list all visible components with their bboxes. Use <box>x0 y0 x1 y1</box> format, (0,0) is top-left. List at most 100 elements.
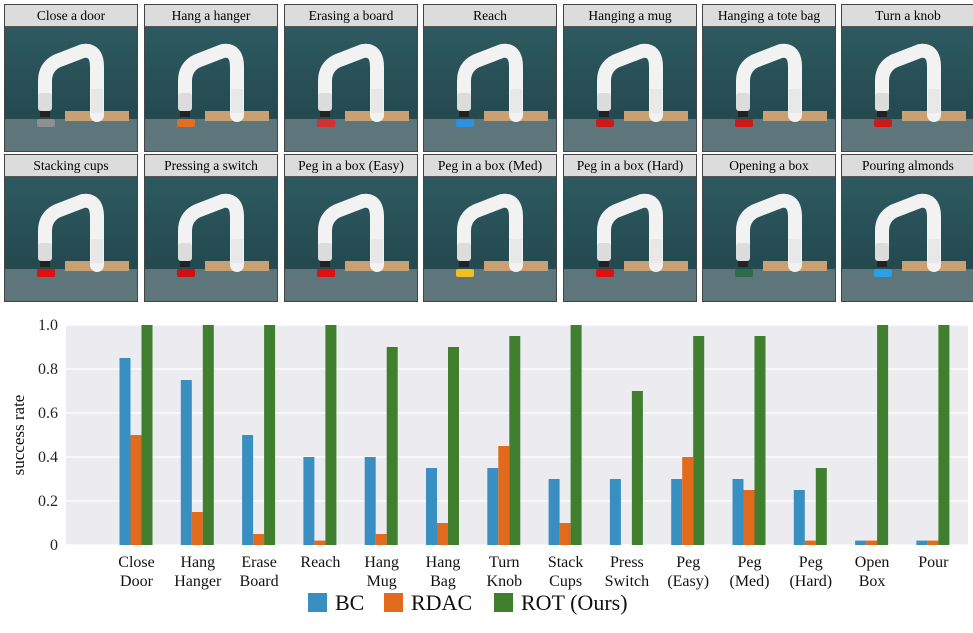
task-thumbnail-title: Close a door <box>5 5 137 27</box>
bar-rot <box>815 468 827 545</box>
x-category-label: Open <box>855 554 890 571</box>
task-thumbnail-title: Pouring almonds <box>842 155 973 177</box>
legend-label: BC <box>335 590 364 615</box>
task-thumbnail: Stacking cups <box>4 154 138 302</box>
bar-rot <box>264 325 276 545</box>
task-thumbnail-title: Peg in a box (Easy) <box>285 155 417 177</box>
bar-bc <box>609 479 621 545</box>
bar-bc <box>855 540 867 545</box>
task-thumbnail-title: Peg in a box (Med) <box>424 155 556 177</box>
x-category-label: (Hard) <box>789 573 832 590</box>
task-thumbnail-title: Reach <box>424 5 556 27</box>
bar-bc <box>916 540 928 545</box>
y-tick-label: 0.6 <box>38 405 58 422</box>
bar-bc <box>732 479 744 545</box>
bar-rot <box>877 325 889 545</box>
bar-rdac <box>804 540 816 545</box>
x-category-label: Reach <box>300 554 340 571</box>
x-category-label: Knob <box>487 573 523 590</box>
bar-bc <box>242 435 254 545</box>
bar-rot <box>631 391 643 545</box>
x-category-label: Box <box>859 573 886 590</box>
bar-rdac <box>253 534 265 545</box>
bar-bc <box>793 490 805 545</box>
bar-rdac <box>743 490 755 545</box>
y-tick-label: 0.8 <box>38 361 58 378</box>
task-thumbnail-grid: Close a door Hang a hanger Erasing a board… <box>4 4 973 304</box>
x-category-label: Erase <box>241 554 277 571</box>
bar-bc <box>364 457 376 545</box>
bar-rot <box>141 325 153 545</box>
x-category-label: Hang <box>426 554 461 571</box>
task-thumbnail-title: Peg in a box (Hard) <box>564 155 696 177</box>
bar-rdac <box>191 512 203 545</box>
task-thumbnail: Turn a knob <box>841 4 973 152</box>
task-thumbnail: Hanging a mug <box>563 4 697 152</box>
task-thumbnail: Pressing a switch <box>144 154 278 302</box>
legend-label: RDAC <box>411 590 472 615</box>
task-thumbnail-title: Hang a hanger <box>145 5 277 27</box>
task-thumbnail: Peg in a box (Med) <box>423 154 557 302</box>
robot-scene-image <box>564 177 696 301</box>
bar-bc <box>487 468 499 545</box>
robot-scene-image <box>145 177 277 301</box>
x-category-label: Turn <box>489 554 520 571</box>
robot-scene-image <box>842 177 973 301</box>
bar-rot <box>754 336 766 545</box>
bar-rdac <box>130 435 142 545</box>
bar-rdac <box>682 457 694 545</box>
y-tick-label: 0.4 <box>38 449 58 466</box>
robot-scene-image <box>5 177 137 301</box>
x-category-label: Bag <box>430 573 456 590</box>
bar-rot <box>938 325 950 545</box>
x-category-label: Press <box>610 554 644 571</box>
task-thumbnail: Hanging a tote bag <box>702 4 836 152</box>
task-thumbnail-title: Hanging a tote bag <box>703 5 835 27</box>
task-thumbnail: Erasing a board <box>284 4 418 152</box>
task-thumbnail: Peg in a box (Easy) <box>284 154 418 302</box>
robot-scene-image <box>564 27 696 151</box>
x-category-label: Stack <box>548 554 584 571</box>
y-tick-label: 1.0 <box>38 317 58 334</box>
bar-rot <box>509 336 521 545</box>
task-thumbnail-title: Pressing a switch <box>145 155 277 177</box>
x-category-label: Door <box>120 573 154 590</box>
bar-bc <box>303 457 315 545</box>
task-thumbnail: Reach <box>423 4 557 152</box>
bar-bc <box>119 358 131 545</box>
x-category-label: Peg <box>676 554 700 571</box>
bar-bc <box>671 479 683 545</box>
bar-rdac <box>866 540 878 545</box>
robot-scene-image <box>703 27 835 151</box>
bar-rdac <box>314 540 326 545</box>
x-category-label: Cups <box>549 573 582 590</box>
task-thumbnail-title: Hanging a mug <box>564 5 696 27</box>
robot-scene-image <box>5 27 137 151</box>
bar-rot <box>202 325 214 545</box>
y-tick-label: 0 <box>50 537 58 554</box>
task-thumbnail-title: Stacking cups <box>5 155 137 177</box>
x-category-label: Board <box>240 573 279 590</box>
legend-swatch <box>308 593 327 612</box>
x-category-label: Hanger <box>174 573 222 590</box>
bar-bc <box>548 479 560 545</box>
bar-rot <box>448 347 459 545</box>
task-thumbnail: Opening a box <box>702 154 836 302</box>
robot-scene-image <box>842 27 973 151</box>
task-thumbnail: Close a door <box>4 4 138 152</box>
x-category-label: Hang <box>364 554 399 571</box>
robot-scene-image <box>424 27 556 151</box>
x-category-label: Close <box>118 554 154 571</box>
bar-bc <box>426 468 437 545</box>
bar-rot <box>693 336 705 545</box>
legend-swatch <box>384 593 403 612</box>
task-thumbnail: Hang a hanger <box>144 4 278 152</box>
x-category-label: (Med) <box>730 573 770 590</box>
bar-bc <box>180 380 192 545</box>
legend-label: ROT (Ours) <box>521 590 628 615</box>
robot-scene-image <box>285 27 417 151</box>
x-category-label: Switch <box>605 573 649 590</box>
bar-rot <box>325 325 337 545</box>
bar-rdac <box>927 540 939 545</box>
bar-rdac <box>498 446 510 545</box>
